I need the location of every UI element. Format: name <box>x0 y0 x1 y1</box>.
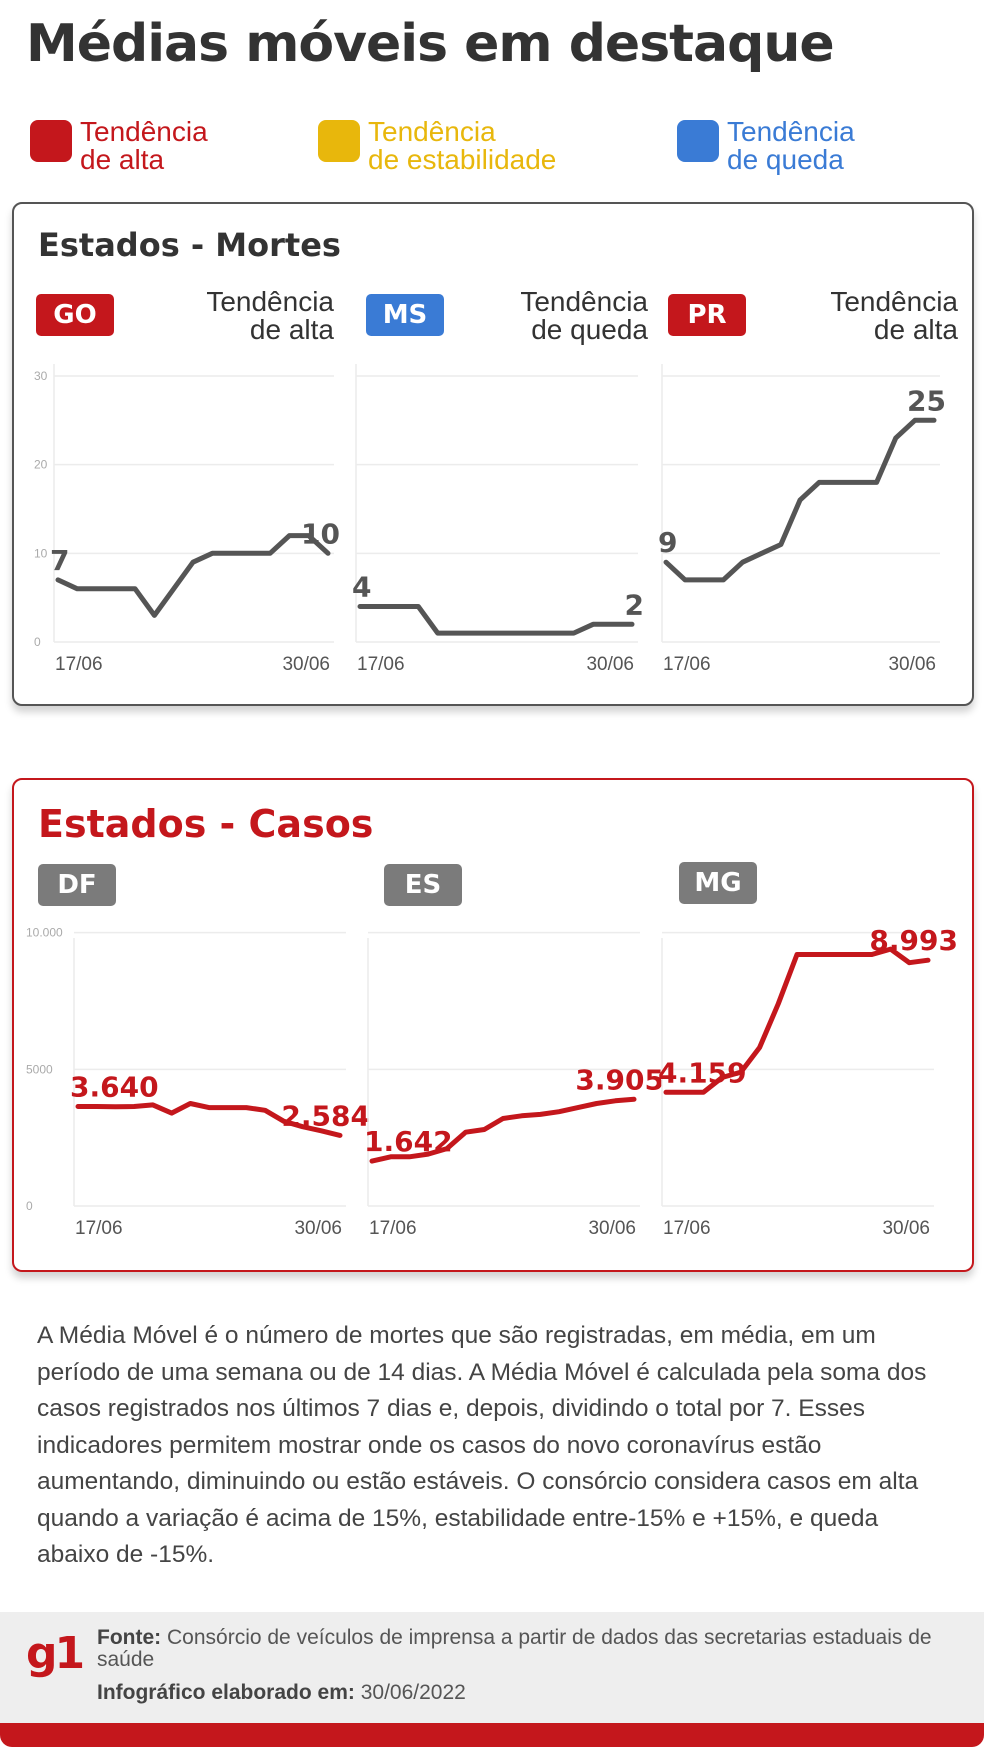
x-tick-label: 17/06 <box>663 654 711 675</box>
series-line-go <box>55 533 331 618</box>
x-tick-label: 30/06 <box>588 1218 636 1239</box>
y-tick-label: 0 <box>26 1199 33 1213</box>
legend-high-label: Tendência de alta <box>80 116 208 175</box>
trend-label-go: Tendência de alta <box>206 286 334 345</box>
methodology-note: A Média Móvel é o número de mortes que s… <box>37 1322 927 1568</box>
footer-source: Fonte: Consórcio de veículos de imprensa… <box>97 1627 937 1671</box>
x-tick-label: 17/06 <box>75 1218 123 1239</box>
badge-mg: MG <box>679 862 757 904</box>
series-line-df <box>75 1101 343 1138</box>
y-tick-label: 10.000 <box>26 926 63 940</box>
legend-stable-swatch <box>318 120 360 162</box>
legend-high: Tendência de alta <box>30 118 208 174</box>
legend-falling-label: Tendência de queda <box>727 116 855 175</box>
footer-date: Infográfico elaborado em: 30/06/2022 <box>97 1682 937 1704</box>
badge-pr: PR <box>668 294 746 336</box>
deaths-panel-title: Estados - Mortes <box>38 226 341 264</box>
trend-label-pr: Tendência de alta <box>830 286 958 345</box>
end-value-label-mg: 8.993 <box>869 924 958 957</box>
x-tick-label: 17/06 <box>55 654 103 675</box>
series-line-mg <box>663 946 931 1095</box>
cases-chart: 10.000 5000 0 3.640 2.584 17/06 30/06 1.642 3.90… <box>26 924 958 1239</box>
badge-go: GO <box>36 294 114 336</box>
x-tick-label: 30/06 <box>282 654 330 675</box>
deaths-panel: Estados - Mortes GO Tendência de alta MS… <box>12 202 974 706</box>
g1-logo: g1 <box>26 1628 85 1679</box>
start-value-label-df: 3.640 <box>70 1071 159 1104</box>
x-tick-label: 17/06 <box>357 654 405 675</box>
legend-falling: Tendência de queda <box>677 118 855 174</box>
start-value-label-mg: 4.159 <box>658 1056 747 1089</box>
start-value-label-es: 1.642 <box>364 1125 453 1158</box>
badge-df: DF <box>38 864 116 906</box>
footer-date-label: Infográfico elaborado em: <box>97 1681 355 1704</box>
start-value-label-ms: 4 <box>352 571 371 604</box>
y-tick-label: 20 <box>34 458 48 472</box>
end-value-label-es: 3.905 <box>575 1063 664 1096</box>
end-value-label-df: 2.584 <box>281 1099 370 1132</box>
legend-stable-label: Tendência de estabilidade <box>368 116 557 175</box>
end-value-label-ms: 2 <box>625 588 644 621</box>
series-line-es <box>369 1096 637 1164</box>
x-tick-label: 30/06 <box>586 654 634 675</box>
y-tick-label: 5000 <box>26 1062 53 1076</box>
cases-panel-title: Estados - Casos <box>38 802 374 846</box>
x-tick-label: 30/06 <box>888 654 936 675</box>
badge-ms: MS <box>366 294 444 336</box>
x-tick-label: 17/06 <box>663 1218 711 1239</box>
footer <box>0 1612 984 1734</box>
footer-source-text: Consórcio de veículos de imprensa a part… <box>97 1626 932 1671</box>
y-tick-label: 10 <box>34 546 48 560</box>
x-tick-label: 30/06 <box>882 1218 930 1239</box>
x-tick-label: 30/06 <box>294 1218 342 1239</box>
footer-date-text: 30/06/2022 <box>360 1681 466 1704</box>
end-value-label-pr: 25 <box>907 384 946 417</box>
badge-es: ES <box>384 864 462 906</box>
start-value-label-pr: 9 <box>658 526 677 559</box>
trend-label-ms: Tendência de queda <box>520 286 648 345</box>
legend-falling-swatch <box>677 120 719 162</box>
page-title: Médias móveis em destaque <box>26 14 835 74</box>
start-value-label-go: 7 <box>50 544 69 577</box>
cases-panel: Estados - Casos DF ES MG 10.000 5000 0 3.64… <box>12 778 974 1272</box>
footer-accent-bar <box>0 1723 984 1747</box>
y-tick-label: 30 <box>34 369 48 383</box>
legend-stable: Tendência de estabilidade <box>318 118 556 174</box>
series-line-ms <box>357 604 635 636</box>
x-tick-label: 17/06 <box>369 1218 417 1239</box>
end-value-label-go: 10 <box>301 517 340 550</box>
series-line-pr <box>663 417 937 583</box>
footer-source-label: Fonte: <box>97 1626 162 1649</box>
y-tick-label: 0 <box>34 635 41 649</box>
legend-high-swatch <box>30 120 72 162</box>
